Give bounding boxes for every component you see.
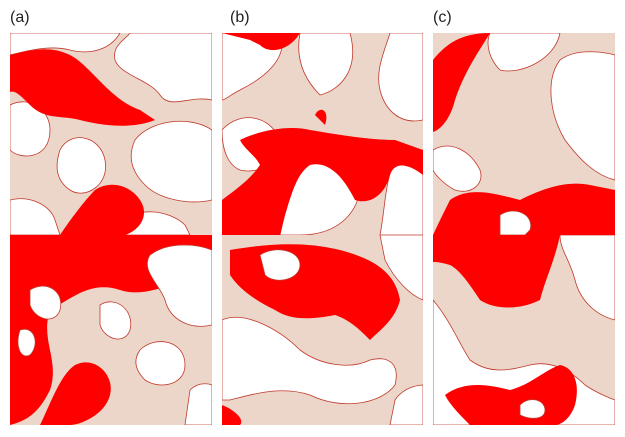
panel-label: (a)	[10, 9, 30, 26]
micrograph-tile	[10, 235, 212, 425]
micrograph-tile	[222, 235, 423, 425]
panel-label: (b)	[230, 9, 250, 26]
micrograph-tile	[433, 235, 615, 425]
micrograph-tile	[222, 33, 423, 235]
micrograph-tile	[433, 33, 615, 235]
figure: (a) (b) (c)	[0, 0, 625, 432]
panel-label: (c)	[433, 9, 452, 26]
micrograph-tile	[10, 33, 212, 235]
page: {"panels": [{"label": "(a)"}, {"label": …	[0, 0, 625, 432]
